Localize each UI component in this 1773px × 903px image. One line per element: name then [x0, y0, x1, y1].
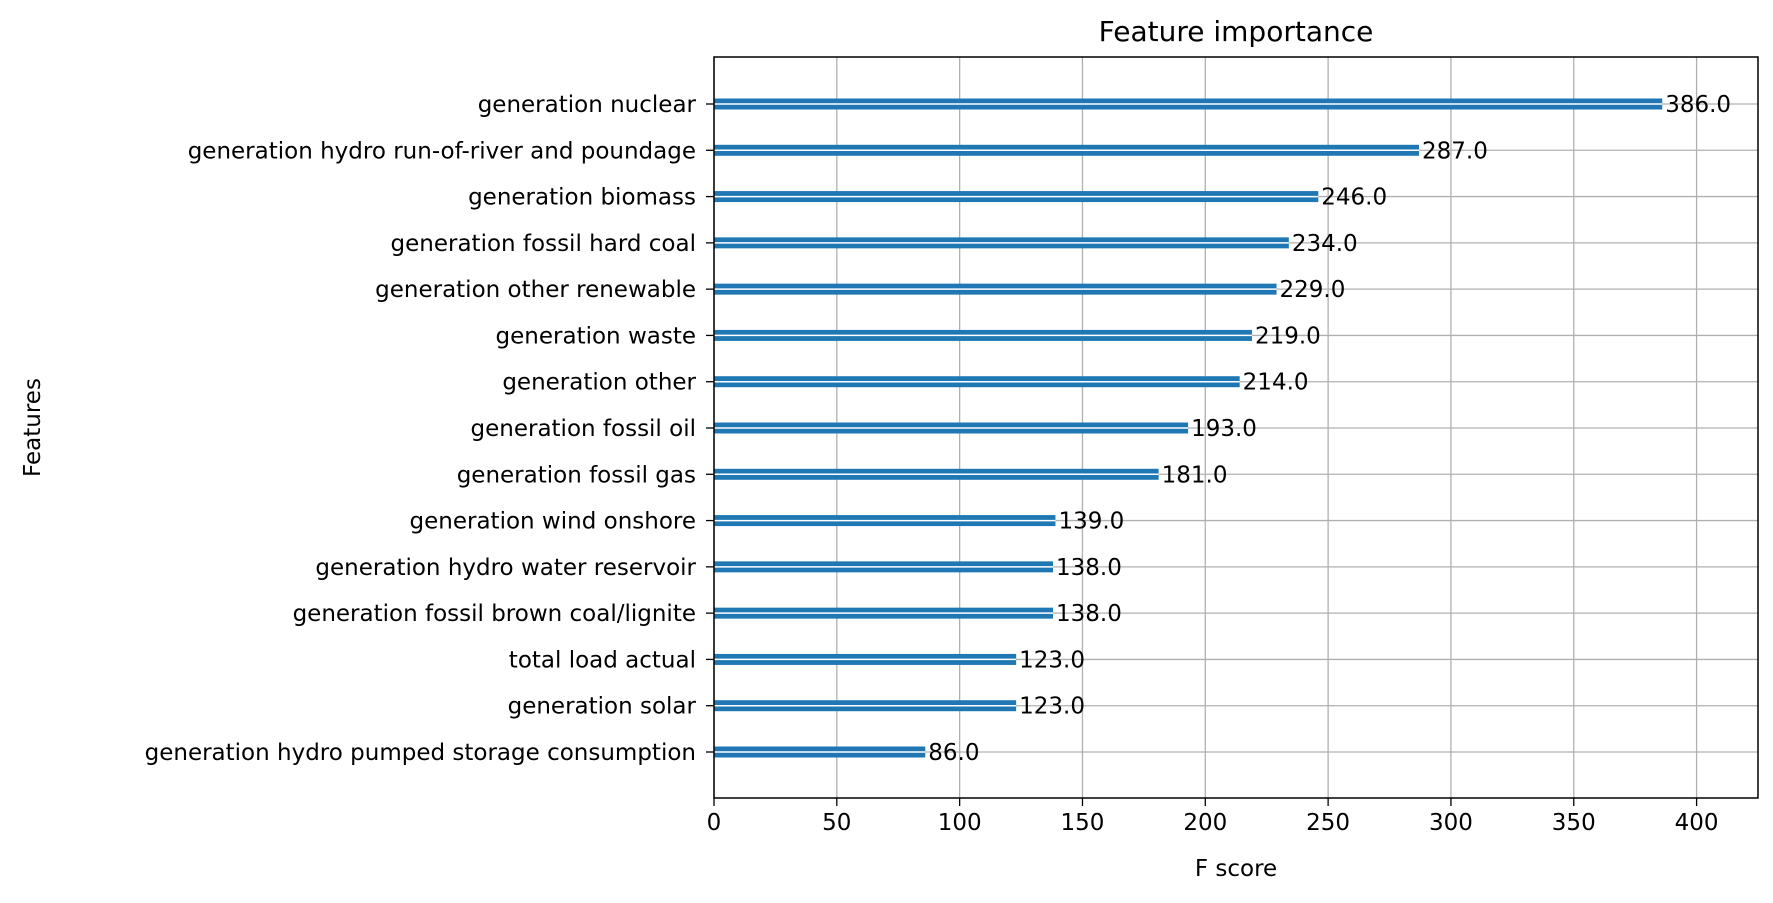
y-tick-label: generation other renewable — [375, 277, 696, 303]
y-tick-label: generation hydro run-of-river and pounda… — [188, 138, 696, 164]
y-tick-label: generation waste — [496, 323, 696, 349]
y-tick-label: generation fossil oil — [471, 416, 696, 442]
y-tick-label: total load actual — [509, 647, 696, 673]
x-tick-label: 300 — [1429, 810, 1473, 836]
y-tick-label: generation wind onshore — [410, 509, 696, 535]
x-tick-label: 200 — [1183, 810, 1227, 836]
bar-value-label: 229.0 — [1280, 277, 1346, 303]
x-tick-label: 400 — [1675, 810, 1719, 836]
bar-value-label: 246.0 — [1321, 185, 1387, 211]
bar-value-label: 234.0 — [1292, 231, 1358, 257]
x-tick-label: 350 — [1552, 810, 1596, 836]
bar-value-label: 219.0 — [1255, 323, 1321, 349]
bar-value-label: 86.0 — [928, 740, 979, 766]
y-tick-label: generation fossil hard coal — [391, 231, 696, 257]
label-layer: generation nuclear 386.0 generation hydro … — [145, 92, 1731, 766]
y-tick-label: generation fossil brown coal/lignite — [293, 601, 696, 627]
y-tick-label: generation hydro pumped storage consumpt… — [145, 740, 696, 766]
bar-layer — [714, 98, 1663, 758]
bar-value-label: 287.0 — [1422, 138, 1488, 164]
x-tick-label: 250 — [1306, 810, 1350, 836]
x-tick-label: 0 — [707, 810, 722, 836]
chart-title: Feature importance — [1099, 15, 1374, 48]
bar-value-label: 138.0 — [1056, 601, 1122, 627]
x-tick-label: 100 — [938, 810, 982, 836]
y-axis-label: Features — [20, 378, 46, 477]
x-tick-label: 150 — [1061, 810, 1105, 836]
y-tick-label: generation solar — [508, 694, 697, 720]
bar-value-label: 386.0 — [1665, 92, 1731, 118]
y-tick-label: generation fossil gas — [457, 462, 696, 488]
bar-value-label: 123.0 — [1019, 694, 1085, 720]
bar-value-label: 138.0 — [1056, 555, 1122, 581]
tick-layer: 0 50 100 150 200 250 300 350 400 — [706, 103, 1719, 836]
x-tick-label: 50 — [822, 810, 851, 836]
y-tick-label: generation nuclear — [478, 92, 697, 118]
y-tick-label: generation hydro water reservoir — [315, 555, 696, 581]
bar-value-label: 181.0 — [1162, 462, 1228, 488]
bar-value-label: 193.0 — [1191, 416, 1257, 442]
y-tick-label: generation other — [502, 370, 696, 396]
bar-value-label: 123.0 — [1019, 647, 1085, 673]
x-axis-label: F score — [1195, 856, 1277, 882]
bar-value-label: 214.0 — [1243, 370, 1309, 396]
bar-value-label: 139.0 — [1058, 509, 1124, 535]
y-tick-label: generation biomass — [468, 185, 696, 211]
